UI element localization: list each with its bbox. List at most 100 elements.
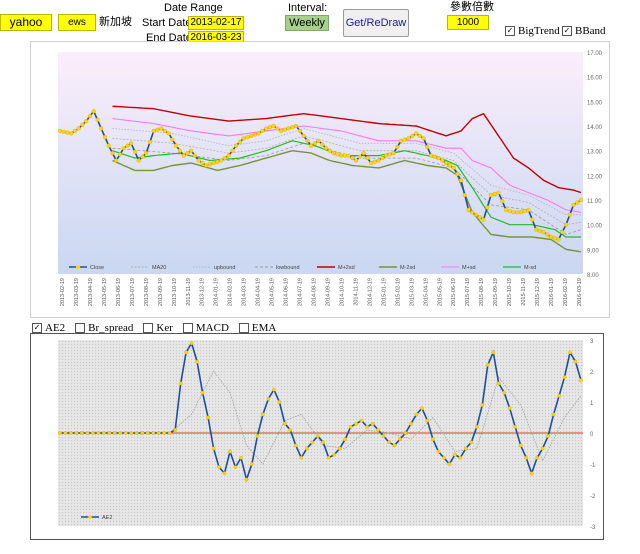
legend-entry: AE2 (102, 515, 112, 521)
x-tick-label: 2015-05-19 (437, 278, 443, 306)
param-label: 參數倍數 (450, 1, 494, 13)
ae2-point (228, 449, 232, 454)
close-point (425, 144, 430, 150)
ae2-point (118, 431, 123, 435)
close-point (507, 209, 512, 214)
ae2-point (502, 390, 507, 395)
close-point (275, 126, 280, 131)
x-tick-label: 2013-05-19 (102, 278, 108, 306)
close-point (226, 153, 231, 158)
close-point (474, 212, 479, 217)
param-field[interactable]: 1000 (447, 15, 489, 30)
close-point (365, 156, 370, 161)
close-point (414, 131, 419, 136)
ae2-point (63, 431, 68, 435)
close-point (440, 158, 445, 163)
ae2-point (304, 446, 309, 451)
ae2-point (189, 341, 194, 345)
interval-field[interactable]: Weekly (285, 15, 329, 31)
symbol-field[interactable]: ews (58, 14, 96, 31)
ae2-point (332, 452, 337, 457)
ae2-point (420, 406, 424, 411)
series-ma20 (112, 135, 582, 226)
close-point (80, 122, 85, 127)
ae2-point (376, 428, 380, 432)
redraw-button[interactable]: Get/ReDraw (343, 9, 409, 37)
x-tick-label: 2014-08-19 (312, 278, 318, 306)
ae2-point (321, 440, 326, 445)
ticker-source-field[interactable]: yahoo (0, 14, 52, 31)
x-tick-label: 2015-10-19 (507, 278, 513, 306)
x-tick-label: 2014-11-19 (353, 278, 359, 306)
y-tick-label: 1 (590, 401, 594, 407)
x-tick-label: 2014-05-19 (270, 278, 276, 306)
ae2-point (524, 455, 529, 460)
y-tick-label: 9.00 (587, 248, 599, 254)
ae2-point (129, 431, 134, 435)
x-tick-label: 2014-07-19 (298, 278, 304, 306)
close-point (526, 207, 531, 212)
indicator-option-br-spread[interactable]: Br_spread (75, 322, 133, 334)
close-point (324, 146, 329, 151)
bigtrend-checkbox[interactable]: ✓ BigTrend (505, 25, 560, 37)
legend-entry: M+sd (462, 265, 476, 271)
ae2-point (529, 471, 534, 476)
legend-entry: Close (90, 265, 104, 271)
ae2-point (403, 431, 408, 435)
x-tick-label: 2015-02-19 (395, 278, 401, 306)
close-point (110, 151, 115, 156)
x-tick-label: 2013-04-19 (88, 278, 94, 306)
ae2-point (162, 431, 167, 435)
ae2-point (453, 452, 457, 457)
y-tick-label: 15.00 (587, 100, 603, 106)
indicator-option-label: Ker (156, 322, 173, 334)
close-point (533, 227, 539, 232)
close-point (162, 128, 167, 133)
close-point (189, 148, 194, 153)
close-point (260, 128, 265, 133)
close-point (72, 128, 78, 133)
close-point (380, 156, 385, 161)
indicator-option-ae2[interactable]: ✓ AE2 (32, 322, 65, 334)
close-point (342, 153, 347, 158)
ae2-point (546, 434, 550, 438)
close-point (136, 158, 141, 163)
bband-check-icon: ✓ (562, 26, 572, 36)
close-point (241, 136, 246, 141)
close-point (312, 141, 317, 146)
close-point (354, 158, 359, 163)
ae2-point (173, 428, 178, 432)
close-point (99, 126, 104, 131)
close-point (485, 205, 490, 210)
close-point (301, 133, 306, 138)
indicator-option-ema[interactable]: EMA (238, 322, 276, 334)
ae2-point (551, 412, 556, 417)
close-point (166, 131, 171, 136)
close-point (436, 156, 441, 161)
ae2-point (557, 393, 561, 398)
close-point (159, 126, 164, 131)
x-tick-label: 2015-04-19 (423, 278, 429, 306)
close-point (61, 129, 66, 134)
indicator-check-icon (182, 323, 193, 333)
bband-checkbox[interactable]: ✓ BBand (562, 25, 606, 37)
start-date-field[interactable]: 2013-02-17 (188, 16, 244, 30)
ae2-point (485, 362, 490, 367)
ae2-point (431, 437, 435, 442)
ae2-point (299, 455, 304, 460)
legend-marker (88, 515, 92, 519)
close-point (170, 137, 175, 142)
x-tick-label: 2013-07-19 (130, 278, 136, 306)
indicator-option-macd[interactable]: MACD (182, 322, 229, 334)
indicator-option-ker[interactable]: Ker (143, 322, 173, 334)
y-tick-label: 3 (590, 339, 594, 345)
close-point (267, 125, 272, 130)
close-point (144, 151, 149, 156)
close-point (556, 237, 561, 242)
ae2-point (458, 455, 463, 460)
ae2-point (266, 397, 271, 401)
ae2-point (425, 418, 430, 423)
ae2-point (491, 350, 496, 355)
close-point (481, 217, 486, 222)
close-point (417, 133, 422, 138)
